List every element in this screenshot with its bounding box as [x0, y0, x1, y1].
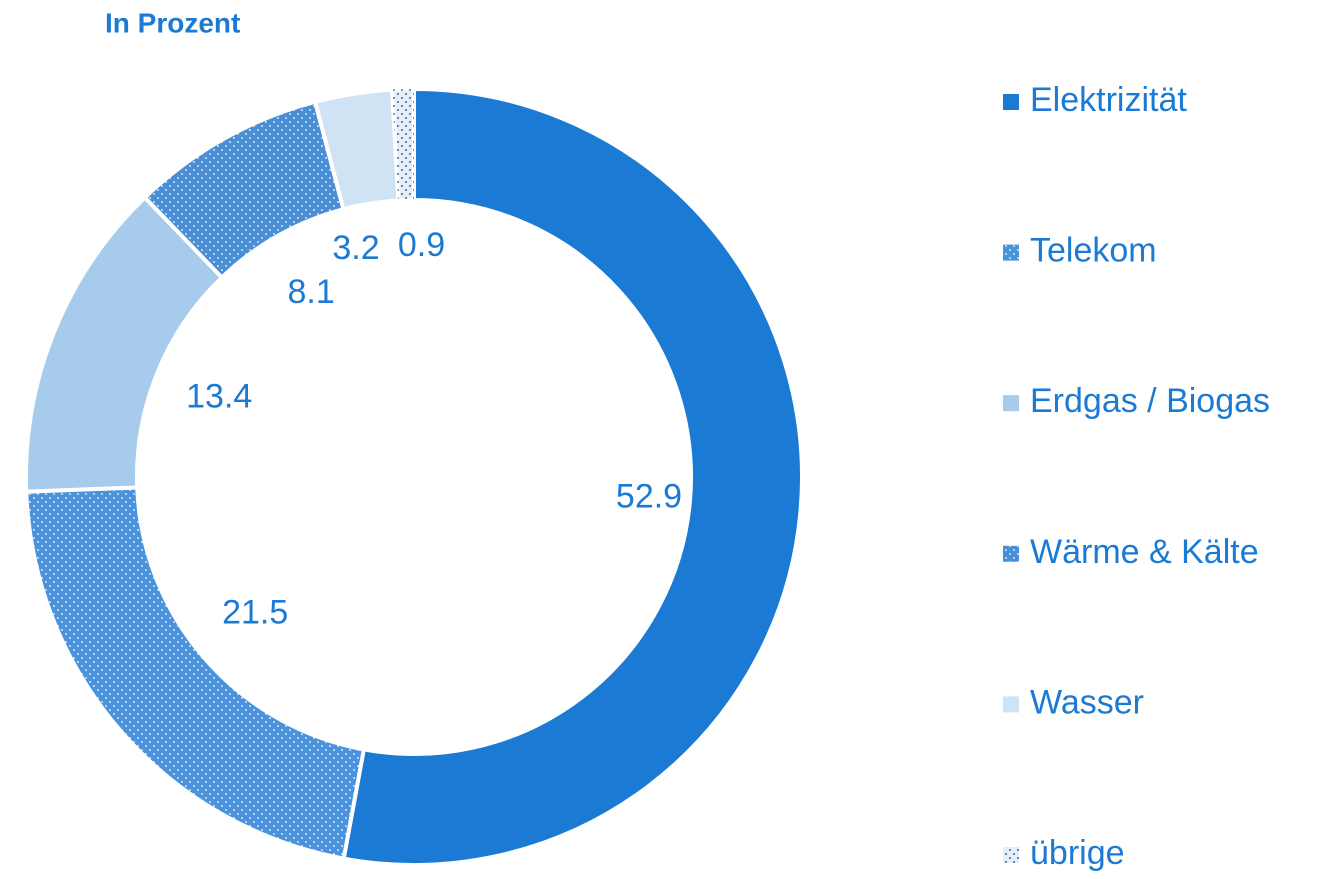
legend-swatch-pattern [1003, 545, 1019, 562]
legend-label: übrige [1030, 834, 1125, 872]
slice-pattern [26, 487, 364, 859]
data-label: 21.5 [222, 593, 288, 631]
legend-label: Wärme & Kälte [1030, 533, 1259, 571]
legend-swatch [1003, 94, 1019, 110]
legend-swatch [1003, 395, 1019, 412]
slice [389, 86, 416, 203]
data-label: 8.1 [287, 273, 334, 311]
legend-swatch [1003, 696, 1019, 713]
data-label: 0.9 [398, 226, 445, 264]
slice-pattern [392, 89, 414, 201]
slice-fill [341, 86, 804, 867]
slice [24, 485, 367, 861]
data-label: 52.9 [616, 477, 682, 515]
legend-label: Erdgas / Biogas [1030, 382, 1270, 420]
legend-label: Elektrizität [1030, 81, 1187, 119]
legend-label: Wasser [1030, 683, 1144, 721]
legend-swatch-pattern [1003, 847, 1019, 863]
slice [341, 86, 804, 867]
data-label: 13.4 [186, 377, 252, 415]
legend-label: Telekom [1030, 232, 1157, 270]
legend-swatch-pattern [1003, 244, 1019, 261]
data-label: 3.2 [332, 229, 379, 267]
chart-title: In Prozent [105, 7, 240, 38]
slice-pattern [144, 101, 344, 278]
